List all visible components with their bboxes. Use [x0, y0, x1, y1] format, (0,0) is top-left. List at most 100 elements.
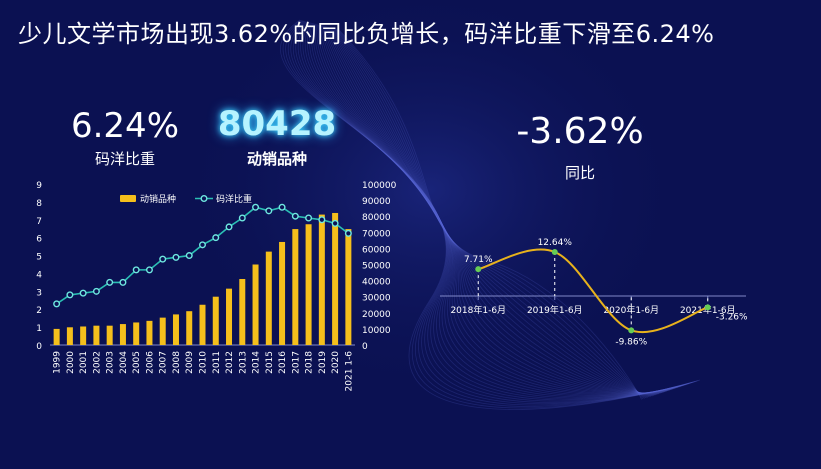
bar-mark — [226, 288, 233, 345]
background-wave-line — [309, 23, 682, 396]
yoy-point — [628, 327, 635, 334]
bar-mark — [133, 322, 140, 345]
bar-mark — [318, 214, 325, 345]
background-wave-line — [316, 24, 675, 394]
y-right-tick-label: 60000 — [362, 245, 391, 255]
y-left-tick-label: 7 — [36, 217, 42, 227]
background-wave-line — [337, 29, 644, 400]
share-point — [305, 214, 313, 222]
y-left-tick-label: 4 — [36, 270, 42, 280]
background-wave-line — [322, 25, 666, 394]
background-wave-line — [320, 25, 669, 394]
share-point — [79, 289, 87, 297]
background-wave-line — [282, 19, 699, 409]
share-point — [344, 229, 352, 237]
share-point — [106, 278, 114, 286]
background-wave-line — [335, 28, 647, 399]
background-wave-line — [312, 23, 678, 395]
share-point — [198, 241, 206, 249]
x-tick-label: 2011 — [212, 351, 222, 374]
x-tick-label: 2007 — [159, 351, 169, 374]
y-left-tick-label: 0 — [36, 342, 42, 352]
x-tick-label: 2019年1-6月 — [527, 304, 583, 316]
background-wave-line — [285, 20, 697, 407]
bar-mark — [93, 325, 100, 345]
bar-mark — [212, 296, 219, 345]
background-wave-line — [295, 21, 691, 402]
share-point — [278, 203, 286, 211]
yoy-point — [704, 304, 711, 311]
y-left-tick-label: 9 — [36, 181, 42, 191]
background-wave-line — [332, 27, 652, 397]
kpi-share-label: 码洋比重 — [94, 150, 155, 168]
y-left-tick-label: 2 — [36, 306, 42, 316]
background-wave-line — [300, 21, 688, 400]
share-point — [331, 219, 339, 227]
y-left-tick-label: 5 — [36, 253, 42, 263]
x-tick-label: 2019 — [318, 351, 328, 374]
background-wave-line — [314, 23, 677, 395]
x-tick-label: 2020 — [331, 351, 341, 374]
bar-mark — [146, 320, 153, 345]
yoy-data-label: -9.86% — [615, 337, 647, 347]
kpi-titles-label: 动销品种 — [246, 150, 307, 168]
background-wave-line — [318, 24, 672, 394]
background-wave-line — [336, 28, 645, 399]
bar-mark — [199, 304, 206, 345]
share-point — [92, 287, 100, 295]
kpi-yoy-value: -3.62% — [516, 111, 644, 152]
x-tick-label: 2013 — [238, 351, 248, 374]
background-wave-line — [334, 28, 648, 398]
bar-mark — [265, 251, 272, 345]
share-point — [252, 203, 260, 211]
x-tick-label: 2017 — [291, 351, 301, 374]
background-wave-line — [331, 27, 653, 397]
share-point — [172, 253, 180, 261]
bar-mark — [186, 311, 193, 345]
background-wave-line — [328, 26, 658, 395]
y-right-tick-label: 80000 — [362, 213, 391, 223]
legend-line-label: 码洋比重 — [216, 193, 252, 205]
bar-mark — [332, 212, 339, 345]
background-wave-line — [321, 25, 667, 394]
y-left-tick-label: 3 — [36, 288, 42, 298]
background-wave-line — [319, 24, 671, 394]
x-tick-label: 2018 — [305, 351, 315, 374]
y-left-tick-label: 1 — [36, 324, 42, 334]
y-right-tick-label: 0 — [362, 342, 368, 352]
bar-mark — [106, 325, 113, 345]
bar-mark — [305, 224, 312, 345]
yoy-data-label: -3.26% — [716, 312, 748, 322]
x-tick-label: 2012 — [225, 351, 235, 374]
x-tick-label: 2000 — [66, 351, 76, 374]
page-headline: 少儿文学市场出现3.62%的同比负增长，码洋比重下滑至6.24% — [18, 20, 715, 48]
bar-mark — [159, 317, 166, 345]
x-tick-label: 2018年1-6月 — [450, 304, 506, 316]
bar-mark — [345, 229, 352, 345]
background-wave-line — [317, 24, 674, 394]
bar-mark — [279, 241, 286, 345]
kpi-titles-value: 80428 — [217, 104, 337, 144]
x-tick-label: 1999 — [53, 351, 63, 374]
bar-mark — [292, 229, 299, 345]
x-tick-label: 2004 — [119, 351, 129, 374]
bar-mark — [66, 327, 73, 345]
share-point — [212, 234, 220, 242]
background-wave-line — [333, 28, 650, 398]
x-tick-label: 2008 — [172, 351, 182, 374]
background-wave-line — [327, 26, 659, 395]
kpi-share-value: 6.24% — [70, 106, 179, 146]
share-point — [185, 252, 193, 260]
share-line-series — [56, 206, 349, 305]
x-tick-label: 2010 — [199, 351, 209, 374]
x-tick-label: 2001 — [79, 351, 89, 374]
background-wave-line — [298, 21, 690, 401]
y-right-tick-label: 10000 — [362, 326, 391, 336]
bar-mark — [252, 264, 259, 345]
y-right-tick-label: 100000 — [362, 181, 397, 191]
background-wave-line — [280, 19, 701, 410]
x-tick-label: 2016 — [278, 351, 288, 374]
yoy-data-label: 12.64% — [538, 238, 573, 248]
background-wave-line — [325, 26, 661, 395]
